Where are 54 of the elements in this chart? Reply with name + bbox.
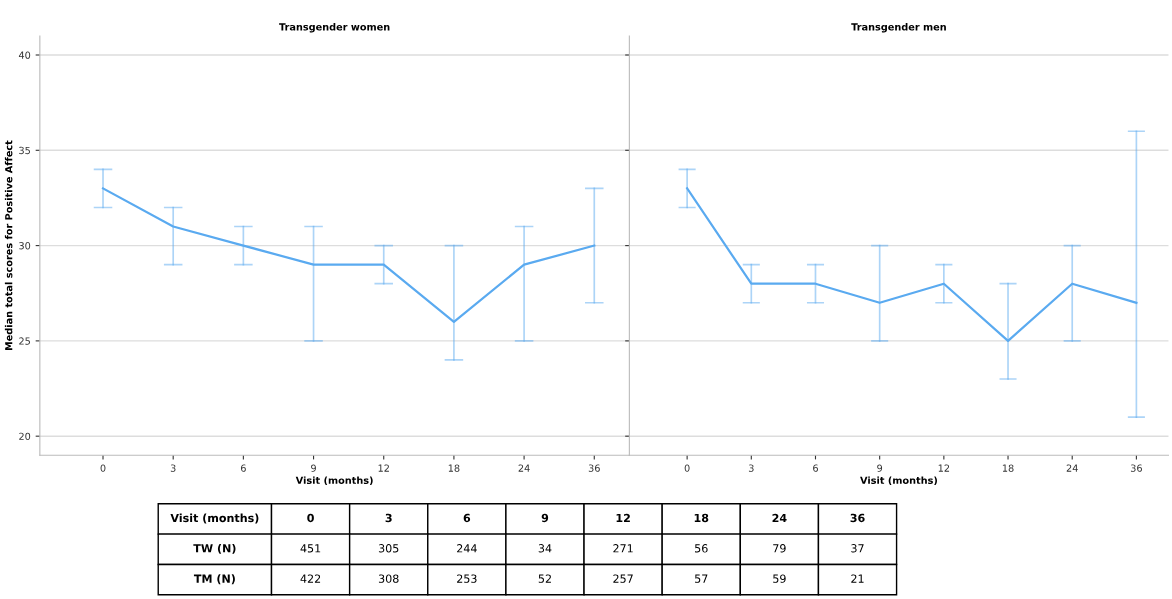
x-tick-label: 36 [588,464,600,472]
text: 21 [851,574,864,583]
text: 271 [613,544,633,553]
x-axis-title: Visit (months) [295,476,373,486]
x-tick-label: 3 [170,464,176,472]
x-tick-label: 6 [240,464,246,472]
text: 59 [773,574,786,583]
text: 18 [694,513,709,523]
x-tick-label: 0 [684,464,690,472]
text: 9 [541,513,549,523]
text: Visit (months) [170,513,259,524]
text: 24 [772,513,787,522]
text: 57 [695,574,708,583]
x-tick-label: 18 [448,464,460,472]
x-tick-label: 0 [100,464,106,472]
text: 0 [307,513,314,523]
y-tick-label: 30 [19,242,31,250]
x-tick-label: 18 [1002,464,1014,472]
text: 52 [538,574,551,583]
x-tick-label: 12 [378,464,389,472]
chart-title: Transgender women [279,23,390,33]
x-tick-label: 3 [748,464,754,472]
text: 308 [378,574,399,583]
text: 305 [378,544,399,553]
text: 56 [695,544,708,553]
text: 451 [300,544,321,553]
x-tick-label: 9 [311,464,316,472]
text: 257 [613,574,633,583]
text: 79 [773,544,786,553]
x-tick-label: 24 [518,464,530,472]
text: 3 [385,513,392,523]
line-series [101,187,596,323]
x-tick-label: 24 [1066,464,1078,472]
x-tick-label: 6 [813,464,818,472]
text: 244 [457,544,477,553]
text: 34 [538,544,552,553]
x-tick-label: 36 [1130,464,1142,472]
x-tick-label: 12 [938,464,950,472]
text: TM (N) [193,574,235,585]
text: 422 [300,574,321,583]
text: 36 [850,513,865,523]
y-tick-label: 35 [19,146,30,155]
y-tick-label: 40 [18,51,31,59]
x-axis-title: Visit (months) [860,476,937,486]
x-tick-label: 9 [877,464,883,472]
text: 253 [457,574,477,583]
y-tick-label: 25 [19,337,30,345]
text: 12 [616,513,630,522]
chart-title: Transgender men [851,23,946,33]
y-axis-title: Median total scores for Positive Affect [4,140,13,351]
y-tick-label: 20 [19,432,31,441]
text: TW (N) [193,543,236,554]
text: 37 [851,544,864,553]
text: 6 [463,513,471,523]
